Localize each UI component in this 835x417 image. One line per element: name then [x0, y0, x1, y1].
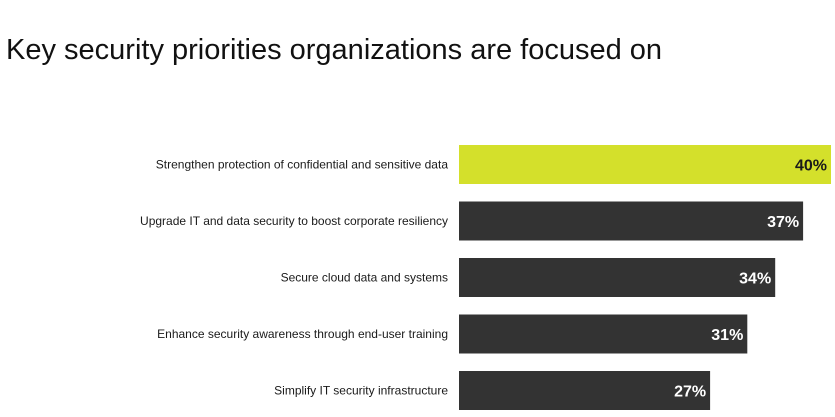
- category-label-1: Strengthen protection of confidential an…: [156, 158, 449, 172]
- value-label-5: 27%: [674, 384, 706, 401]
- value-label-1: 40%: [795, 158, 827, 175]
- chart-title: Key security priorities organizations ar…: [6, 34, 663, 66]
- bar-4: [459, 314, 748, 354]
- value-label-4: 31%: [711, 327, 743, 344]
- bar-5: [459, 371, 711, 410]
- category-label-2: Upgrade IT and data security to boost co…: [140, 214, 448, 228]
- bar-3: [459, 258, 776, 297]
- category-label-3: Secure cloud data and systems: [281, 271, 448, 285]
- category-label-5: Simplify IT security infrastructure: [274, 384, 448, 398]
- bar-2: [459, 201, 804, 241]
- value-label-3: 34%: [739, 271, 771, 288]
- category-label-4: Enhance security awareness through end-u…: [157, 327, 448, 341]
- bar-1: [459, 145, 831, 184]
- value-label-2: 37%: [767, 214, 799, 231]
